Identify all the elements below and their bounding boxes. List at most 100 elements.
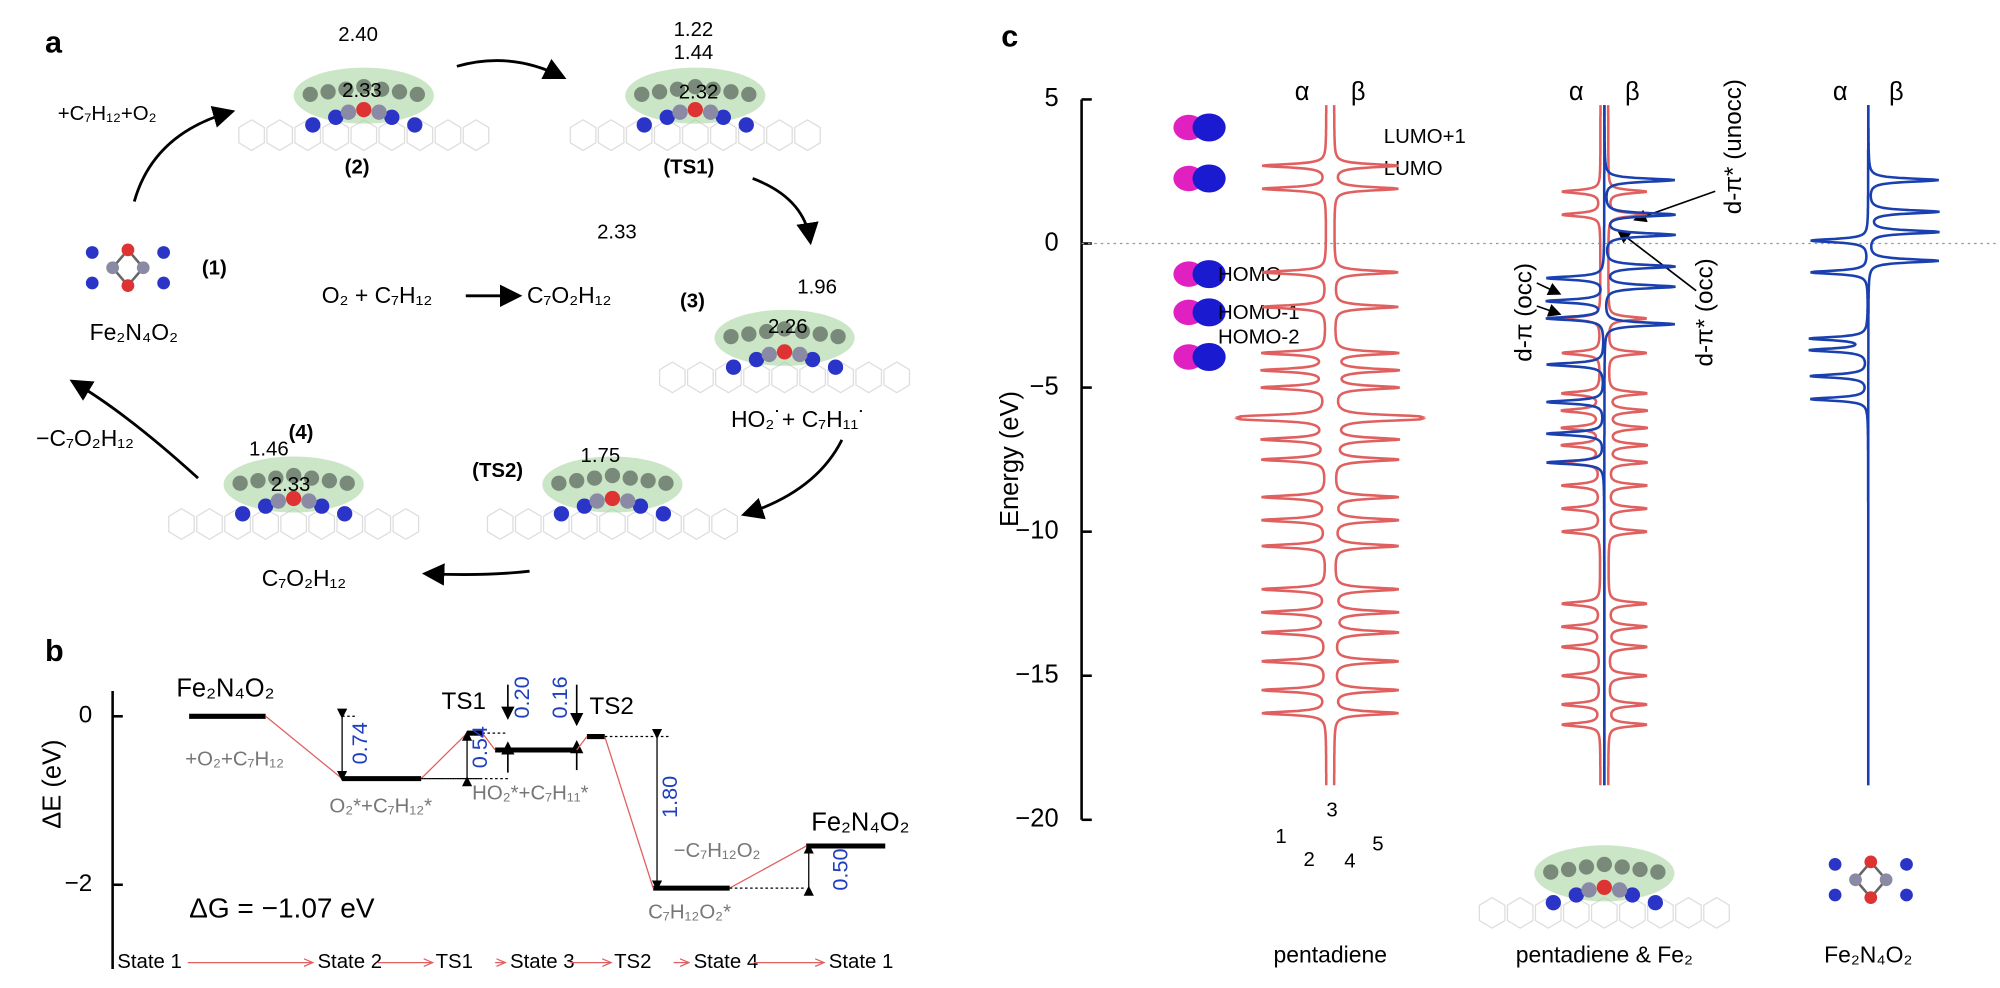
- orbital-lobe: [1192, 260, 1226, 289]
- cluster: [223, 456, 364, 513]
- lattice: [599, 507, 626, 541]
- state: d-π* (occ): [1692, 258, 1719, 366]
- atom: [669, 81, 686, 97]
- panel-label: c: [1001, 19, 1018, 53]
- atom: 3: [1326, 799, 1337, 821]
- orbital: HOMO-2: [1218, 326, 1300, 348]
- atom: [1864, 855, 1878, 869]
- atom: [371, 104, 387, 120]
- atom: [672, 104, 688, 120]
- atom: [589, 493, 605, 509]
- atom: [1568, 887, 1584, 903]
- y-tick-label: −5: [1030, 372, 1059, 400]
- atom: [409, 86, 425, 102]
- path-line: [420, 732, 468, 780]
- distance: 1.46: [249, 438, 289, 460]
- atom: [384, 109, 400, 125]
- orbital-lobe: [1192, 298, 1226, 327]
- dos-curve: [1560, 105, 1602, 786]
- orbital: LUMO: [1384, 158, 1443, 180]
- flow-step: State 1: [829, 951, 894, 973]
- path-line: [604, 736, 654, 889]
- lattice: [855, 361, 883, 394]
- atom: [776, 344, 793, 360]
- atom: [250, 473, 266, 489]
- atom: [794, 323, 811, 340]
- dos-curve: [1332, 105, 1427, 786]
- label: +C₇H₁₂+O₂: [58, 103, 157, 125]
- cluster: [542, 456, 683, 513]
- atom: [314, 498, 330, 514]
- pointers: [501, 190, 1716, 773]
- distance: 2.33: [271, 474, 311, 496]
- path-line: [729, 845, 807, 889]
- state-label: (1): [202, 257, 227, 279]
- cluster: [1534, 845, 1675, 902]
- atom: [759, 323, 775, 340]
- atom: 5: [1372, 834, 1383, 856]
- lattice: [364, 507, 392, 541]
- flow-step: State 4: [694, 951, 759, 973]
- atom: [268, 470, 284, 486]
- atom: [748, 351, 765, 368]
- state-label: (3): [680, 291, 705, 313]
- atom: [321, 473, 338, 489]
- atom: [339, 475, 355, 491]
- y-tick-label: 0: [1044, 228, 1058, 256]
- atom: [1624, 887, 1641, 903]
- y-tick-label: −15: [1015, 660, 1058, 688]
- gap-label: 1.80: [657, 776, 682, 818]
- atom: [705, 81, 721, 97]
- lattice: [1478, 896, 1506, 929]
- atom: [1864, 891, 1878, 904]
- spin-label: α: [1833, 78, 1848, 106]
- atom: 2: [1303, 849, 1314, 871]
- atom: [1596, 879, 1612, 896]
- column-label: pentadiene: [1273, 941, 1387, 967]
- lattice: [266, 119, 294, 152]
- atom: [1560, 861, 1577, 878]
- atom: [725, 359, 742, 375]
- flow-step: TS2: [614, 951, 651, 973]
- orbital-lobe: [1192, 342, 1226, 372]
- distance: 1.22: [674, 19, 714, 41]
- label: HO₂*+C₇H₁₁*: [472, 783, 588, 805]
- dos-curve: [1866, 105, 1940, 786]
- atom: [85, 246, 99, 259]
- spin-label: β: [1889, 78, 1904, 106]
- atom: [804, 351, 821, 368]
- y-axis-label: Energy (eV): [996, 391, 1024, 527]
- atom: [320, 84, 336, 100]
- dos-curve: [1603, 105, 1676, 786]
- atom: [356, 79, 372, 95]
- atom: [303, 470, 320, 486]
- atom: [391, 84, 408, 100]
- atom: [302, 86, 318, 102]
- distance: 2.32: [679, 81, 719, 103]
- atom: [792, 346, 808, 363]
- distance: 2.40: [338, 24, 378, 46]
- atom: [636, 117, 652, 133]
- y-tick-label: 5: [1044, 84, 1058, 112]
- lattice: [597, 119, 625, 152]
- lattice: [350, 119, 378, 152]
- state-label: (2): [345, 157, 370, 179]
- state-label: (TS2): [472, 460, 523, 482]
- atom: [270, 493, 287, 509]
- y-tick-label: −20: [1015, 805, 1058, 833]
- orbital-lobe: [1192, 113, 1226, 142]
- lattice: [1703, 896, 1730, 929]
- atom: [1828, 858, 1842, 871]
- label: +O₂+C₇H₁₂: [185, 748, 284, 770]
- atom: [157, 246, 170, 259]
- atom: [812, 326, 828, 342]
- atom: [622, 470, 638, 486]
- lattice: [683, 507, 710, 541]
- atom: [1650, 864, 1666, 880]
- atom: [157, 276, 170, 290]
- y-tick-label: −2: [65, 870, 93, 897]
- atom: [1614, 859, 1630, 875]
- label: O₂*+C₇H₁₂*: [329, 795, 432, 817]
- atom: [723, 328, 739, 345]
- atom: [286, 467, 302, 484]
